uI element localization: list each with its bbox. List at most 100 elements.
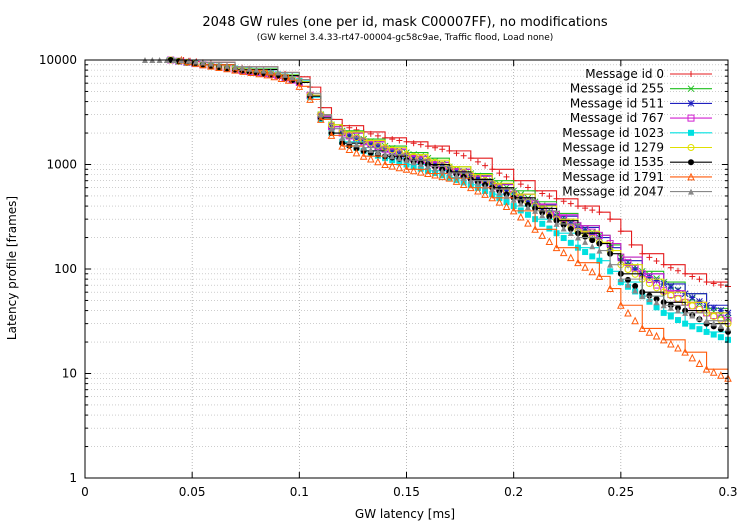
- data-point: [546, 216, 553, 223]
- data-point: [607, 261, 614, 268]
- data-point: [624, 259, 632, 267]
- data-point: [582, 238, 589, 245]
- data-point: [582, 205, 589, 212]
- data-point: [488, 193, 497, 202]
- data-point: [681, 348, 689, 356]
- data-point: [270, 72, 279, 81]
- y-tick-label: 10: [62, 367, 77, 381]
- data-point: [460, 152, 467, 159]
- data-point: [646, 273, 653, 281]
- data-point: [432, 165, 439, 172]
- data-point: [345, 132, 353, 140]
- data-point: [682, 270, 689, 277]
- data-point: [388, 148, 396, 155]
- data-point: [553, 220, 560, 227]
- data-point: [215, 61, 222, 68]
- data-point: [696, 326, 703, 333]
- data-point: [567, 253, 575, 262]
- data-point: [439, 146, 446, 153]
- data-point: [431, 170, 439, 179]
- data-point: [223, 64, 231, 73]
- data-point: [632, 283, 639, 290]
- data-point: [639, 250, 646, 257]
- data-point: [567, 200, 574, 207]
- x-tick-label: 0.1: [290, 485, 309, 499]
- data-point: [589, 237, 596, 244]
- data-point: [374, 157, 382, 166]
- data-point: [703, 279, 710, 286]
- y-tick-label: 10000: [39, 53, 77, 67]
- data-point: [596, 247, 603, 254]
- data-point: [466, 183, 475, 192]
- data-point: [495, 198, 504, 206]
- data-point: [352, 148, 361, 157]
- legend-label: Message id 2047: [562, 185, 664, 199]
- legend-label: Message id 1023: [562, 126, 664, 140]
- data-point: [474, 180, 481, 187]
- data-point: [589, 253, 596, 260]
- y-tick-label: 100: [54, 262, 77, 276]
- data-point: [717, 307, 725, 314]
- legend-entry: Message id 255: [570, 82, 712, 96]
- data-point: [524, 219, 532, 227]
- data-point: [645, 328, 654, 336]
- data-point: [453, 150, 460, 157]
- data-point: [396, 159, 403, 166]
- data-point: [703, 328, 710, 335]
- legend-label: Message id 511: [570, 96, 664, 110]
- data-point: [574, 258, 582, 267]
- data-point: [546, 225, 553, 232]
- data-point: [453, 172, 460, 179]
- legend-label: Message id 1535: [562, 155, 664, 169]
- data-point: [588, 228, 596, 236]
- data-point: [474, 175, 482, 182]
- data-point: [689, 312, 696, 319]
- y-tick-label: 1000: [46, 158, 77, 172]
- data-point: [503, 187, 510, 195]
- data-point: [624, 276, 631, 283]
- data-point: [687, 85, 695, 93]
- data-point: [482, 162, 489, 169]
- x-tick-label: 0.25: [607, 485, 634, 499]
- data-point: [688, 188, 694, 195]
- data-point: [546, 209, 553, 216]
- x-tick-label: 0: [81, 485, 89, 499]
- data-point: [560, 235, 567, 242]
- data-point: [607, 268, 614, 275]
- data-point: [474, 158, 481, 165]
- data-point: [596, 209, 603, 216]
- data-point: [581, 263, 589, 271]
- data-point: [710, 304, 718, 312]
- data-point: [439, 172, 446, 179]
- data-point: [653, 258, 660, 265]
- data-point: [688, 129, 694, 136]
- data-point: [338, 141, 347, 150]
- data-point: [624, 281, 631, 288]
- data-point: [539, 212, 546, 219]
- data-point: [709, 368, 718, 376]
- data-point: [360, 144, 367, 151]
- data-point: [560, 221, 567, 228]
- series-line: [145, 59, 729, 329]
- data-point: [559, 248, 568, 257]
- data-point: [607, 216, 614, 223]
- data-point: [346, 124, 353, 131]
- data-point: [696, 298, 703, 305]
- data-point: [660, 302, 667, 309]
- data-point: [517, 181, 524, 188]
- data-point: [381, 160, 389, 168]
- data-point: [503, 199, 510, 206]
- data-point: [710, 280, 717, 287]
- grid-lines: [85, 60, 728, 478]
- data-point: [424, 169, 432, 178]
- data-point: [367, 146, 374, 153]
- legend-label: Message id 767: [570, 111, 664, 125]
- data-point: [687, 172, 695, 181]
- data-point: [445, 174, 454, 182]
- data-point: [367, 139, 375, 147]
- legend-label: Message id 255: [570, 82, 664, 96]
- data-point: [717, 282, 724, 289]
- data-point: [253, 66, 260, 73]
- data-point: [710, 312, 718, 320]
- data-point: [696, 315, 703, 322]
